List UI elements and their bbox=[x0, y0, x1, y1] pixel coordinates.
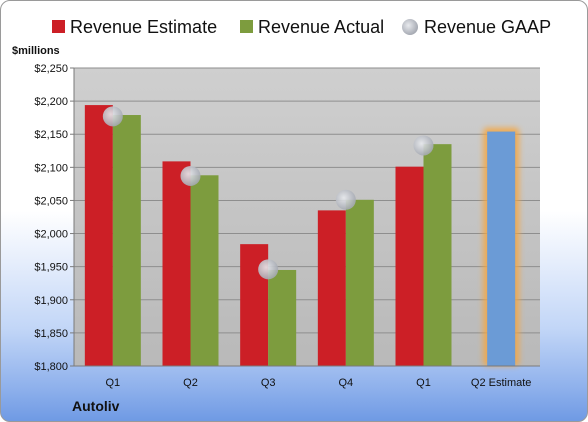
bar-revenue-estimate bbox=[317, 210, 346, 366]
y-tick-label: $1,950 bbox=[34, 262, 68, 274]
bar-revenue-actual bbox=[268, 269, 297, 366]
x-tick-label: Q2 Estimate bbox=[471, 377, 532, 389]
y-unit-label: $millions bbox=[12, 45, 60, 57]
y-tick-label: $2,150 bbox=[34, 129, 68, 141]
bar-revenue-estimate bbox=[395, 166, 424, 366]
y-tick-label: $2,250 bbox=[34, 63, 68, 75]
legend-label-gaap: Revenue GAAP bbox=[424, 17, 551, 37]
x-tick-label: Q3 bbox=[261, 377, 276, 389]
y-tick-label: $2,200 bbox=[34, 96, 68, 108]
bar-revenue-actual bbox=[190, 175, 219, 366]
legend-swatch-actual bbox=[240, 20, 253, 33]
y-tick-label: $2,000 bbox=[34, 229, 68, 241]
bar-revenue-estimate bbox=[162, 161, 191, 366]
bar-revenue-actual bbox=[112, 115, 141, 366]
x-tick-label: Q2 bbox=[183, 377, 198, 389]
y-tick-label: $1,800 bbox=[34, 361, 68, 373]
y-tick-label: $1,850 bbox=[34, 328, 68, 340]
legend-swatch-gaap bbox=[402, 19, 418, 35]
y-tick-label: $2,100 bbox=[34, 162, 68, 174]
marker-revenue-gaap bbox=[258, 259, 279, 280]
bar-revenue-actual bbox=[345, 199, 374, 366]
company-name: Autoliv bbox=[72, 398, 120, 414]
y-axis: $1,800 $1,850 $1,900 $1,950 $2,000 $2,050 $2,1… bbox=[34, 63, 74, 373]
legend-swatch-estimate bbox=[52, 20, 65, 33]
x-tick-label: Q1 bbox=[416, 377, 431, 389]
legend-label-actual: Revenue Actual bbox=[258, 17, 384, 37]
bar-q2-estimate bbox=[487, 131, 516, 366]
marker-revenue-gaap bbox=[180, 165, 201, 186]
bar-revenue-actual bbox=[423, 144, 452, 366]
y-tick-label: $1,900 bbox=[34, 295, 68, 307]
marker-revenue-gaap bbox=[102, 106, 123, 127]
bars bbox=[84, 105, 520, 366]
y-tick-label: $2,050 bbox=[34, 195, 68, 207]
bar-revenue-estimate bbox=[84, 105, 113, 366]
legend: Revenue Estimate Revenue Actual Revenue … bbox=[52, 17, 551, 37]
x-tick-label: Q4 bbox=[338, 377, 353, 389]
x-tick-label: Q1 bbox=[105, 377, 120, 389]
marker-revenue-gaap bbox=[413, 135, 434, 156]
marker-revenue-gaap bbox=[335, 189, 356, 210]
plot-area bbox=[74, 68, 540, 366]
legend-label-estimate: Revenue Estimate bbox=[70, 17, 217, 37]
x-axis: Q1 Q2 Q3 Q4 Q1 Q2 Estimate bbox=[105, 377, 531, 389]
